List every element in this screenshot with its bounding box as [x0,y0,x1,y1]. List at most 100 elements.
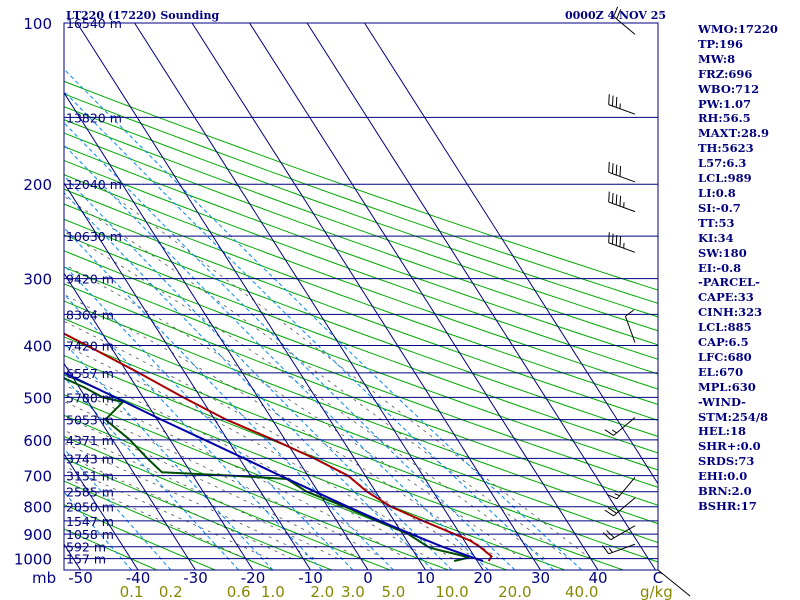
index-item: -PARCEL- [698,275,760,290]
dry-adiabat [64,283,658,506]
index-item: WBO:712 [698,81,760,96]
dry-adiabat [64,504,216,570]
index-item: CAP:6.5 [698,335,749,350]
isotherm [64,272,254,570]
height-label: 2050 m [66,500,114,515]
mixing-ratio-axis-label: g/kg [640,583,673,600]
isotherm [64,182,311,570]
dry-adiabat [64,250,658,471]
dry-adiabat [64,132,658,346]
moist-adiabat [64,384,407,559]
index-item: FRZ:696 [698,66,753,81]
dry-adiabat [64,528,157,570]
index-item: CAPE:33 [698,290,754,305]
index-item: LCL:989 [698,171,752,186]
wind-barb [604,497,636,517]
height-label: 12040 m [66,177,122,192]
indices-panel: WMO:17220 TP:196 MW:8 FRZ:696 WBO:712 PW:1.07… [698,22,798,514]
isotherm [64,91,369,570]
isotherm [76,23,426,570]
moist-adiabat [64,365,430,559]
dry-adiabat [64,159,658,375]
index-item: CINH:323 [698,305,763,320]
temperature-tick-label: -20 [241,569,266,587]
dry-adiabats [64,80,658,570]
pressure-tick-label: 1000 [14,551,52,569]
dry-adiabat [64,480,274,570]
mixing-ratio-tick-label: 20.0 [498,583,531,600]
dry-adiabat [64,146,658,360]
mixing-ratio-tick-labels: 0.1 0.2 0.6 1.0 2.0 3.0 5.0 10.0 20.0 40.0 g/kg [120,583,673,600]
wind-barbs [602,6,636,555]
moist-adiabat [96,183,592,559]
chart-time: 0000Z 4 NOV 25 [565,9,667,22]
moist-adiabat [64,416,361,559]
isotherm [306,23,656,570]
index-item: LFC:680 [698,349,752,364]
index-item: KI:34 [698,230,734,245]
index-item: HEL:18 [698,424,746,439]
wind-barb [608,94,636,115]
index-item: SI:-0.7 [698,200,741,215]
moist-adiabat [64,231,546,559]
mixing-ratio-line [64,448,172,570]
height-label: 2585 m [66,485,114,500]
index-item: TT:53 [698,215,735,230]
pressure-tick-label: 400 [23,337,52,355]
mixing-ratio-line [64,90,554,570]
mixing-ratio-tick-label: 0.6 [227,583,251,600]
moist-adiabat [64,465,269,559]
pressure-axis-label: mb [32,569,56,587]
dry-adiabat [64,80,658,291]
height-label: 13820 m [66,110,122,125]
pressure-tick-label: 100 [23,15,52,33]
index-item: -WIND- [698,394,746,409]
height-label: 1058 m [66,527,114,542]
wind-barb [608,161,636,183]
mixing-ratio-line [64,341,274,570]
temperature-tick-label: 40 [588,569,607,587]
temperature-tick-label: 20 [473,569,492,587]
index-item: EHI:0.0 [698,469,748,484]
dry-adiabat [64,93,658,304]
dry-adiabat [64,457,332,570]
temperature-tick-label: 10 [416,569,435,587]
mixing-ratio-line [64,376,240,570]
index-item: TH:5623 [698,141,754,156]
pressure-tick-label: 600 [23,432,52,450]
mixing-ratio-tick-label: 40.0 [565,583,598,600]
chart-title: LT220 (17220) Sounding [66,9,220,22]
index-item: EL:670 [698,364,744,379]
temperature-tick-label: 0 [363,569,373,587]
index-item: STM:254/8 [698,409,769,424]
isotherm [64,452,139,570]
isotherm [249,23,599,570]
wind-barb [608,232,636,253]
index-item: LCL:885 [698,320,752,335]
pressure-tick-labels: 100 200 300 400 500 600 700 800 900 1000 [14,15,52,569]
isotherm [64,362,196,570]
height-label: 1547 m [66,514,114,529]
mixing-ratio-tick-label: 2.0 [310,583,334,600]
height-label: 3151 m [66,469,114,484]
index-item: MAXT:28.9 [698,126,769,141]
isotherms [64,23,658,570]
pressure-tick-label: 700 [23,468,52,486]
wind-barb [607,477,636,500]
index-item: BSHR:17 [698,499,757,513]
temperature-tick-label: -50 [68,569,93,587]
profiles [64,332,493,562]
height-label: 8364 m [66,307,114,322]
height-label: 592 m [66,540,106,555]
dry-adiabat [64,336,658,563]
temperature-axis-label: C [653,569,663,587]
height-label: 5780 m [66,390,114,405]
height-label: 10630 m [66,229,122,244]
sounding-line [64,371,484,562]
mixing-ratio-line [64,175,453,570]
pressure-tick-label: 300 [23,271,52,289]
mixing-ratio-tick-label: 0.2 [159,583,183,600]
temperature-tick-label: 30 [531,569,550,587]
wind-barb [613,6,636,35]
mixing-ratio-tick-label: 0.1 [120,583,144,600]
